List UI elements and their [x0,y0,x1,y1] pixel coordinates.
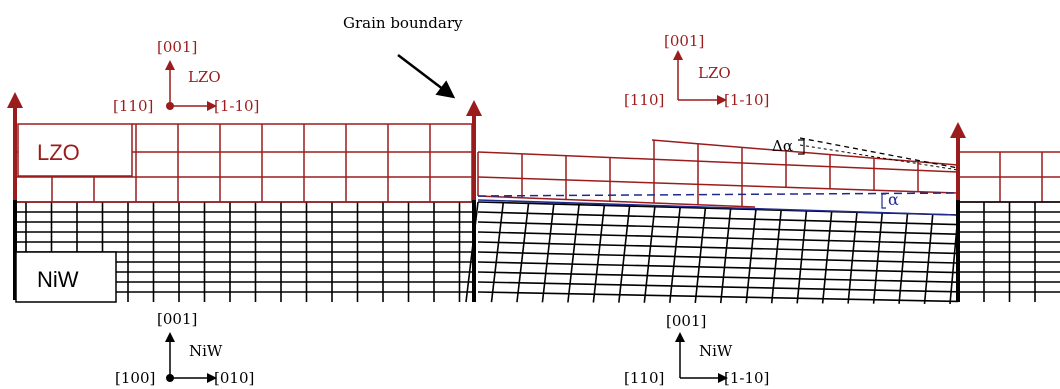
niw-right-material-label: NiW [699,342,733,360]
niw-right-up-label: [001] [666,312,706,330]
niw-tilted-line [898,213,909,304]
niw-tilted-line [694,208,707,304]
niw-tilted-line [477,281,959,293]
delta-alpha-label: Δα [772,137,793,155]
niw-tilted-line [643,206,656,303]
niw-right-right-label: [1-10] [724,369,769,387]
right-grain-lattice [958,151,1060,302]
niw-tilted-lattice [465,201,959,305]
niw-tilted-line [477,291,959,303]
niw-tilted-line [592,205,606,303]
niw-tilted-line [477,221,959,235]
niw-tilted-line [719,208,732,304]
niw-right-origin-label: [110] [624,369,664,387]
black-dashed-reference-line-2 [799,144,959,171]
alpha-label: α [888,190,899,209]
niw-tilted-line [770,210,782,304]
niw-tilted-line [477,231,959,245]
alpha-bracket [881,193,886,209]
lzo-label-box [17,123,133,177]
lzo-label: LZO [37,140,80,165]
blue-tilted-line [477,199,959,216]
lzo-left-material-label: LZO [188,68,221,86]
niw-tilted-line [745,209,757,304]
niw-tilted-line [490,202,505,303]
blue-dashed-reference-line [477,192,959,197]
lzo-tilted-line [477,195,756,208]
niw-tilted-line [477,251,959,264]
niw-tilted-line [541,203,555,303]
lzo-left-up-label: [001] [157,38,197,56]
lzo-right-origin-label: [110] [624,91,664,109]
niw-tilted-line [872,212,884,304]
niw-left-origin-label: [100] [115,369,155,387]
lzo-right-up-label: [001] [664,32,704,50]
lzo-tilted-line [477,151,959,173]
lzo-right-material-label: LZO [698,64,731,82]
lzo-tilted-line [477,176,959,194]
lzo-right-axes: [001] LZO [110] [1-10] [624,32,769,109]
niw-left-material-label: NiW [189,342,223,360]
niw-tilted-line [618,206,631,303]
grain-boundary-label: Grain boundary [343,14,463,32]
niw-tilted-line [516,203,530,303]
black-dashed-reference-line [799,137,959,169]
delta-alpha-bracket [798,139,805,155]
niw-left-right-label: [010] [214,369,254,387]
lzo-right-right-label: [1-10] [724,91,769,109]
niw-left-axes: [001] NiW [100] [010] [115,310,254,387]
niw-tilted-line [923,214,934,304]
lzo-tilted-lattice [477,139,959,208]
niw-left-up-label: [001] [157,310,197,328]
lzo-left-right-label: [1-10] [214,97,259,115]
niw-tilted-line [567,204,580,303]
niw-tilted-line [796,210,808,304]
lzo-left-lattice [15,123,474,203]
lzo-left-origin-dot [166,102,174,110]
niw-tilted-line [821,211,833,304]
niw-tilted-line [477,211,959,226]
lzo-tilted-line [651,139,959,166]
lzo-left-axes: [001] LZO [110] [1-10] [113,38,259,115]
niw-tilted-line [477,271,959,283]
niw-right-axes: [001] NiW [110] [1-10] [624,312,769,387]
niw-label-box [15,251,117,303]
niw-tilted-line [847,212,858,304]
niw-tilted-line [477,261,959,274]
niw-tilted-line [668,207,681,303]
grain-boundary-pointer-arrow [397,54,456,99]
lzo-left-origin-label: [110] [113,97,153,115]
niw-left-origin-dot [166,374,174,382]
niw-label: NiW [37,267,79,292]
